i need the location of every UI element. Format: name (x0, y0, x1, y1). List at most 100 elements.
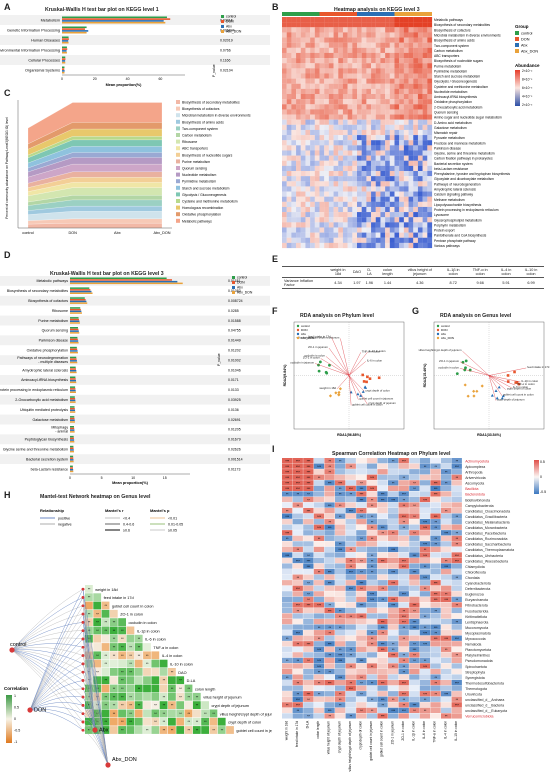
heat-cell (427, 186, 433, 192)
heat-cell (342, 176, 348, 182)
heat-cell (333, 176, 339, 182)
bar-Abx (70, 419, 75, 421)
row-label: Glycolysis / Gluconeogenesis (434, 80, 477, 84)
heat-cell (371, 78, 376, 84)
heat-cell (408, 94, 414, 100)
heat-cell (310, 222, 315, 228)
corr-cell (409, 668, 420, 675)
legend-label: Cysteine and methionine metabolism (182, 200, 238, 204)
row-band (0, 45, 270, 55)
heat-cell (286, 88, 292, 95)
corr-cell (282, 707, 293, 713)
heat-cell (371, 109, 376, 115)
heat-cell (389, 94, 395, 100)
signif-mark: *** (307, 482, 311, 486)
corr-cell (366, 519, 378, 525)
corr-cell (366, 668, 378, 675)
signif-mark: ** (113, 687, 116, 691)
heat-cell (291, 237, 297, 243)
corr-cell (430, 496, 441, 503)
heat-cell (357, 232, 362, 238)
network-link (82, 696, 109, 766)
heat-cell (328, 99, 334, 105)
heat-cell (296, 52, 301, 59)
corr-cell (282, 668, 293, 675)
heat-cell (403, 58, 409, 64)
heat-cell (319, 94, 325, 100)
category-label: Galactose metabolism (32, 418, 68, 422)
corr-cell (430, 463, 441, 469)
corr-cell (324, 552, 335, 558)
category-label: Cellular Processes (28, 59, 60, 63)
heat-cell (422, 88, 428, 95)
heat-cell (296, 68, 301, 74)
corr-cell (409, 635, 420, 641)
corr-cell (419, 713, 431, 719)
corr-cell (356, 563, 367, 569)
heat-cell (380, 32, 386, 38)
corr-cell (388, 524, 399, 530)
bar-Abx (70, 469, 74, 471)
corr-cell (324, 513, 335, 519)
heat-cell (333, 227, 339, 233)
col-label: IL-6 in colon (422, 721, 426, 739)
heat-cell (417, 58, 423, 64)
signif-mark: ** (105, 629, 108, 633)
heat-cell (310, 83, 315, 89)
vif-value-cell: 1.44 (375, 277, 400, 289)
row-label: Nucleotide metabolism (434, 90, 468, 94)
corr-cell (93, 692, 102, 701)
heat-cell (417, 27, 423, 33)
heat-cell (347, 227, 353, 233)
corr-cell (419, 607, 431, 614)
heat-cell (328, 78, 334, 84)
corr-cell (168, 676, 176, 685)
heat-cell (389, 109, 395, 115)
heat-cell (361, 227, 367, 233)
heat-cell (427, 83, 433, 89)
heat-cell (403, 83, 409, 89)
corr-cell (356, 680, 367, 686)
row-label: Streptophyta (465, 670, 485, 674)
heat-cell (333, 32, 339, 38)
corr-cell (409, 563, 420, 569)
corr-cell (356, 463, 367, 469)
corr-cell (282, 541, 293, 547)
heat-cell (291, 181, 297, 187)
row-label: Pentose phosphate pathway (434, 239, 476, 243)
signif-mark: ** (138, 645, 141, 649)
corr-cell (388, 602, 399, 608)
heat-cell (286, 47, 292, 54)
legend-label: Glycolysis / Gluconeogenesis (182, 193, 227, 197)
corr-cell (356, 618, 367, 625)
legend-swatch (232, 286, 235, 289)
legend-swatch (176, 113, 180, 118)
heat-cell (417, 237, 423, 243)
corr-cell (282, 696, 293, 702)
heat-cell (319, 165, 325, 172)
corr-cell (292, 557, 303, 564)
corr-cell (398, 524, 409, 530)
row-label: Glyoxylate and dicarboxylate metabolism (434, 177, 494, 181)
corr-cell (398, 707, 409, 713)
signif-mark: ** (307, 498, 310, 502)
heat-cell (324, 109, 329, 115)
bar-Abx_DON (62, 51, 67, 54)
heat-cell (286, 63, 292, 69)
corr-cell (345, 507, 356, 514)
row-band (0, 295, 270, 306)
row-band (0, 55, 270, 65)
heat-cell (319, 42, 325, 48)
heat-cell (286, 186, 292, 192)
heat-cell (394, 160, 400, 166)
corr-cell (356, 513, 367, 519)
heat-cell (394, 135, 400, 141)
corr-cell (409, 652, 420, 658)
env-vector (488, 375, 521, 383)
heat-cell (324, 73, 329, 79)
heat-cell (427, 191, 433, 197)
signif-mark: ** (445, 559, 448, 563)
corr-cell (366, 696, 378, 702)
heat-cell (357, 32, 362, 38)
row-label: unclassified_d__Eukaryota (465, 709, 507, 713)
